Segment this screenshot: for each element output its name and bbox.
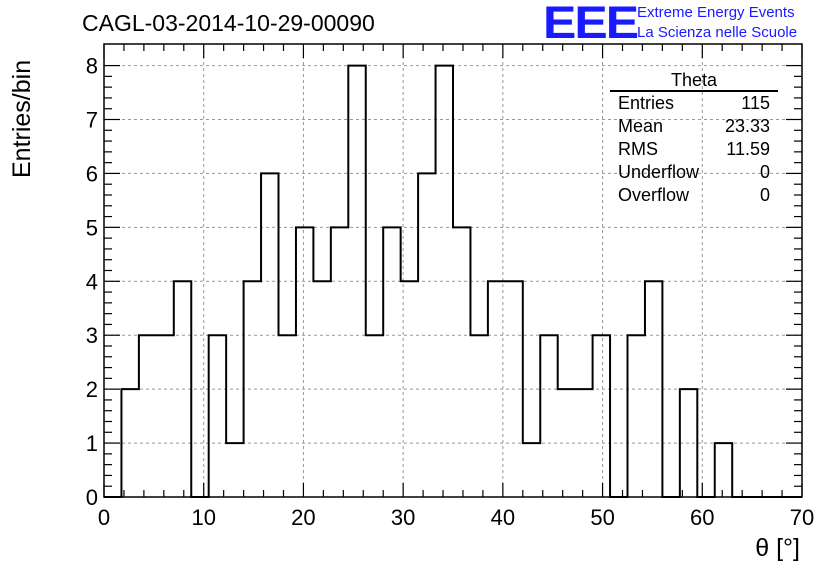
x-tick-label: 10 [191,505,215,530]
y-tick-label: 1 [86,431,98,456]
logo-line-2: La Scienza nelle Scuole [637,24,798,41]
stats-value: 23.33 [724,116,770,136]
x-tick-label: 40 [491,505,515,530]
stats-label: Mean [618,116,664,136]
stats-row-overflow: Overflow 0 [610,184,778,207]
histogram-bin [279,335,296,497]
histogram-bin [575,389,592,497]
histogram-bin [436,66,453,497]
histogram-bin [628,335,645,497]
stats-label: Underflow [618,162,700,182]
histogram-bin [139,335,156,497]
histogram-bin [715,443,732,497]
histogram-bin [558,389,575,497]
histogram-bin [244,281,261,497]
histogram-bin [296,227,313,497]
stats-value: 0 [759,185,770,205]
stats-value: 0 [759,162,770,182]
stats-label: Entries [618,93,675,113]
histogram-bin [645,281,662,497]
histogram-bin [505,281,522,497]
stats-label: RMS [618,139,658,159]
x-tick-label: 0 [98,505,110,530]
y-tick-label: 5 [86,215,98,240]
stats-row-mean: Mean 23.33 [610,115,778,138]
histogram-bin [540,335,557,497]
logo-line-1: Extreme Energy Events [637,4,795,21]
histogram-bin [156,335,173,497]
y-tick-label: 3 [86,323,98,348]
y-tick-label: 6 [86,161,98,186]
stats-row-entries: Entries 115 [610,92,778,115]
eee-logo: EEE [543,0,639,48]
histogram-bin [523,443,540,497]
x-tick-label: 70 [790,505,814,530]
histogram-bin [593,335,610,497]
histogram-bin [331,227,348,497]
stats-box-title: Theta [610,68,778,92]
histogram-bin [401,281,418,497]
histogram-bin [261,173,278,497]
y-tick-label: 8 [86,54,98,79]
histogram-bin [226,443,243,497]
x-tick-label: 60 [690,505,714,530]
x-tick-label: 30 [391,505,415,530]
histogram-bin [209,335,226,497]
y-tick-label: 0 [86,485,98,510]
histogram-bin [121,389,138,497]
histogram-bin [383,227,400,497]
histogram-bin [418,173,435,497]
stats-box: Theta Entries 115 Mean 23.33 RMS 11.59 U… [610,68,778,207]
stats-label: Overflow [618,185,690,205]
histogram-bin [366,335,383,497]
histogram-bin [680,389,697,497]
y-tick-label: 7 [86,108,98,133]
x-tick-label: 50 [590,505,614,530]
histogram-bin [470,335,487,497]
stats-value: 11.59 [726,139,770,159]
x-tick-label: 20 [291,505,315,530]
histogram-bin [348,66,365,497]
y-tick-label: 2 [86,377,98,402]
y-tick-label: 4 [86,269,98,294]
histogram-bin [313,281,330,497]
histogram-bin [453,227,470,497]
x-axis-label: θ [°] [755,534,800,562]
histogram-bin [174,281,191,497]
histogram-bin [488,281,505,497]
histogram-outline [104,64,802,498]
stats-value: 115 [741,93,770,113]
plot-title: CAGL-03-2014-10-29-00090 [82,10,375,36]
stats-row-underflow: Underflow 0 [610,161,778,184]
stats-row-rms: RMS 11.59 [610,138,778,161]
